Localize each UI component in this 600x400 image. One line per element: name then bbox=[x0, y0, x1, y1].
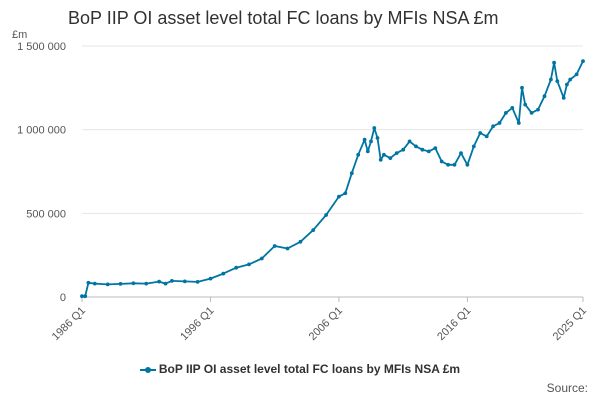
data-point bbox=[324, 213, 328, 217]
legend-marker-icon bbox=[139, 365, 156, 375]
data-point bbox=[375, 136, 380, 140]
x-tick-label: 1986 Q1 bbox=[50, 305, 88, 343]
data-point bbox=[131, 281, 136, 286]
x-tick-label: 2006 Q1 bbox=[307, 305, 345, 343]
data-point bbox=[92, 281, 97, 286]
data-point bbox=[170, 279, 174, 283]
x-tick-label: 1996 Q1 bbox=[178, 305, 216, 343]
data-point bbox=[394, 151, 399, 156]
data-point bbox=[272, 244, 277, 248]
series-line bbox=[82, 60, 584, 298]
y-tick-label: 0 bbox=[60, 292, 66, 304]
data-point bbox=[426, 149, 431, 154]
y-tick-label: 1 000 000 bbox=[17, 125, 66, 137]
data-point bbox=[311, 228, 316, 233]
data-point bbox=[452, 162, 457, 167]
data-point bbox=[343, 191, 348, 196]
data-point bbox=[542, 94, 547, 99]
gridlines bbox=[82, 45, 583, 298]
y-axis-unit-label: £m bbox=[12, 29, 27, 41]
data-point bbox=[516, 121, 521, 125]
data-point bbox=[484, 134, 489, 139]
x-tick-label: 2025 Q1 bbox=[551, 305, 589, 343]
y-axis-ticks: 0 500 000 1 000 000 1 500 000 bbox=[17, 41, 66, 304]
data-point bbox=[247, 262, 251, 267]
x-tick-label: 2016 Q1 bbox=[435, 305, 473, 343]
data-point bbox=[369, 139, 373, 144]
legend-label: BoP IIP OI asset level total FC loans by… bbox=[158, 362, 461, 376]
data-point bbox=[536, 107, 540, 112]
data-point bbox=[407, 139, 412, 144]
data-point bbox=[163, 281, 168, 286]
data-point bbox=[382, 152, 386, 157]
data-point bbox=[221, 271, 226, 276]
data-point bbox=[83, 294, 88, 299]
data-point bbox=[234, 265, 239, 270]
data-point bbox=[195, 280, 200, 284]
data-point bbox=[259, 256, 264, 261]
data-point bbox=[285, 246, 290, 251]
data-point bbox=[401, 147, 406, 152]
data-point bbox=[372, 126, 377, 130]
data-point bbox=[349, 171, 354, 176]
data-point bbox=[414, 144, 418, 149]
data-point bbox=[478, 131, 483, 135]
data-point bbox=[459, 151, 463, 156]
source-label: Source: bbox=[546, 381, 588, 395]
data-point bbox=[388, 156, 393, 161]
data-point bbox=[568, 77, 573, 82]
data-point bbox=[565, 82, 569, 87]
data-point bbox=[446, 162, 450, 167]
data-point bbox=[574, 72, 579, 77]
data-point bbox=[561, 96, 566, 100]
data-point bbox=[378, 157, 383, 162]
chart-title: BoP IIP OI asset level total FC loans by… bbox=[68, 8, 499, 28]
data-point bbox=[365, 149, 370, 154]
data-point bbox=[80, 294, 84, 299]
x-axis: 1986 Q1 1996 Q1 2006 Q1 2016 Q1 2025 Q1 bbox=[50, 297, 589, 343]
data-point bbox=[549, 77, 553, 82]
data-point bbox=[144, 281, 149, 286]
legend[interactable]: BoP IIP OI asset level total FC loans by… bbox=[0, 362, 600, 376]
data-point bbox=[362, 137, 367, 142]
y-tick-label: 500 000 bbox=[26, 208, 66, 220]
data-point bbox=[510, 106, 515, 110]
data-point bbox=[157, 279, 162, 284]
data-point bbox=[555, 79, 560, 83]
data-point bbox=[497, 121, 502, 125]
y-tick-label: 1 500 000 bbox=[17, 41, 66, 53]
data-point bbox=[552, 60, 556, 65]
data-point bbox=[439, 159, 444, 164]
data-point bbox=[465, 162, 470, 167]
data-point bbox=[118, 282, 123, 286]
data-point bbox=[520, 85, 524, 90]
data-point bbox=[86, 280, 91, 285]
data-point bbox=[420, 147, 425, 152]
data-point bbox=[491, 124, 495, 129]
data-point bbox=[529, 111, 534, 115]
data-point bbox=[298, 239, 303, 244]
data-point bbox=[208, 276, 213, 281]
data-point bbox=[523, 102, 528, 107]
data-point bbox=[504, 111, 508, 115]
data-point bbox=[356, 152, 361, 157]
series-group bbox=[80, 59, 585, 299]
data-point bbox=[337, 194, 341, 199]
data-point bbox=[105, 282, 110, 287]
data-point bbox=[581, 59, 585, 63]
data-point bbox=[471, 144, 476, 149]
data-point bbox=[433, 146, 438, 151]
data-point bbox=[182, 279, 187, 284]
